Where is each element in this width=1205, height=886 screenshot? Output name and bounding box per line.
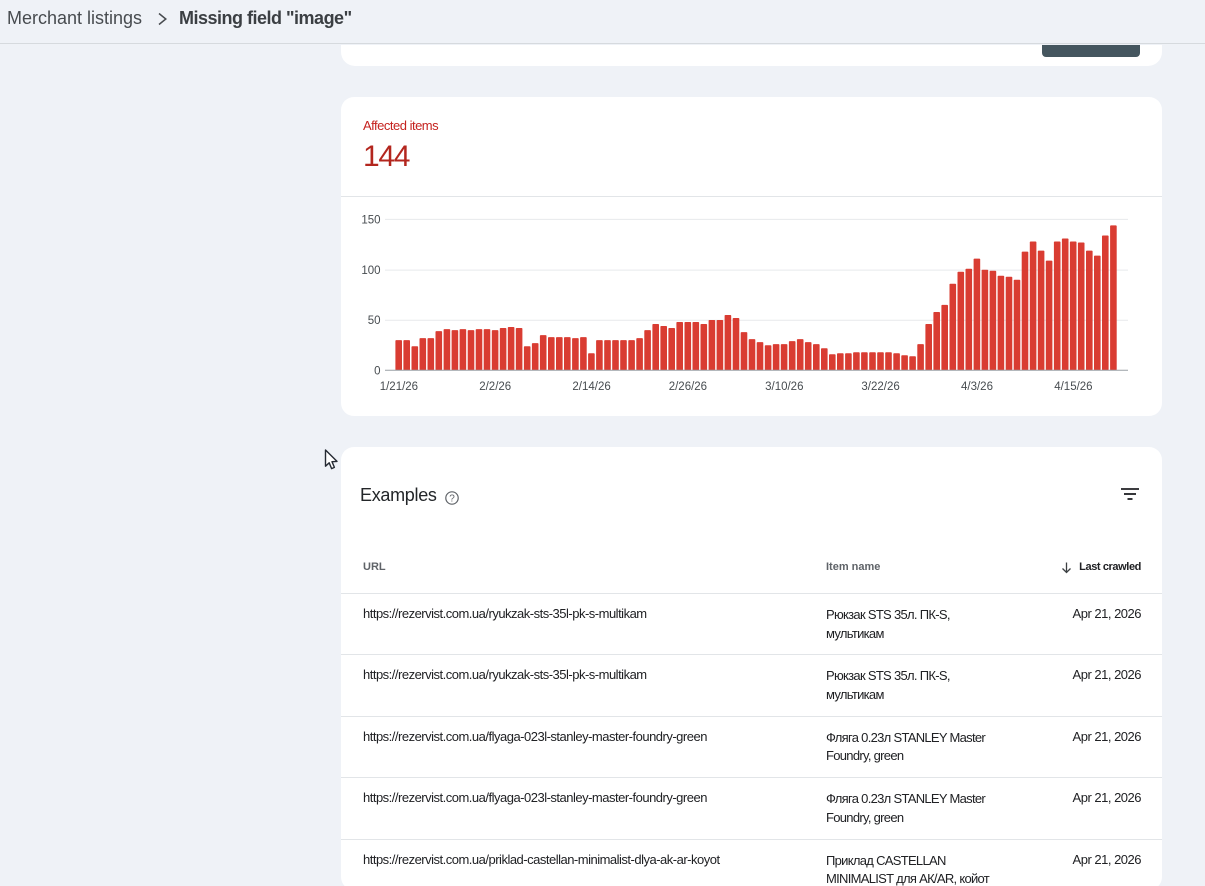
- svg-text:150: 150: [361, 214, 380, 226]
- svg-text:?: ?: [449, 494, 455, 505]
- svg-text:1/21/26: 1/21/26: [380, 381, 418, 393]
- svg-text:4/15/26: 4/15/26: [1054, 381, 1092, 393]
- svg-text:0: 0: [374, 365, 380, 377]
- svg-text:4/3/26: 4/3/26: [961, 381, 993, 393]
- svg-text:2/14/26: 2/14/26: [572, 381, 610, 393]
- svg-text:50: 50: [368, 315, 381, 327]
- svg-text:2/26/26: 2/26/26: [669, 381, 707, 393]
- svg-text:3/10/26: 3/10/26: [765, 381, 803, 393]
- svg-text:3/22/26: 3/22/26: [861, 381, 899, 393]
- svg-text:100: 100: [361, 265, 380, 277]
- svg-text:2/2/26: 2/2/26: [479, 381, 511, 393]
